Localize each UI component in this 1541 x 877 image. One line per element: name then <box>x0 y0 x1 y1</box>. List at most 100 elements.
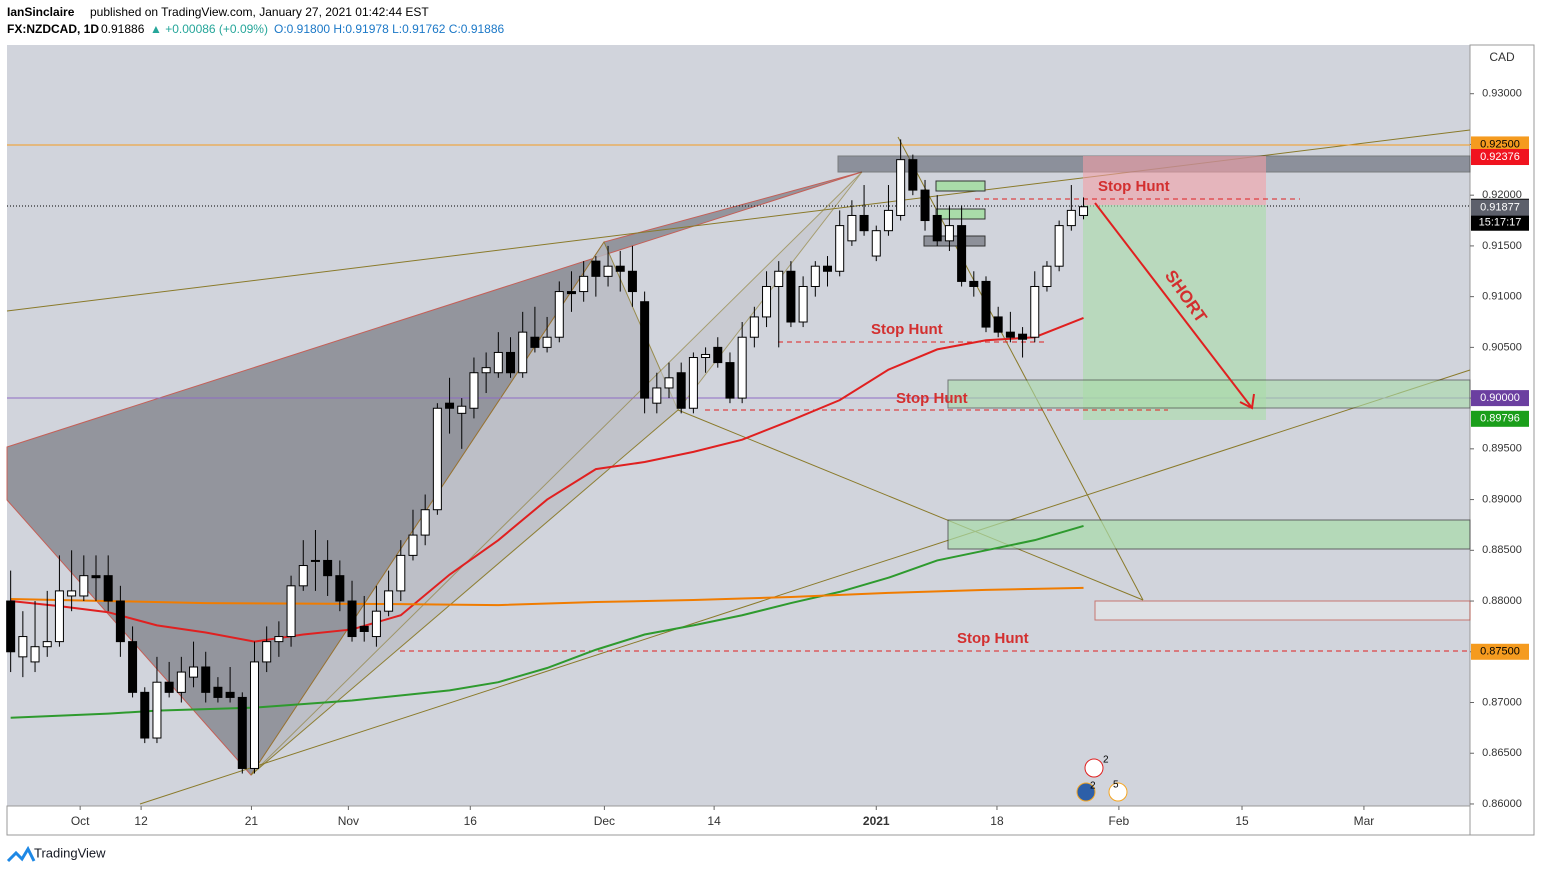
candle-body <box>518 331 528 374</box>
candle-body <box>359 625 369 632</box>
candle-body <box>701 353 711 359</box>
ohlc: O:0.91800 H:0.91978 L:0.91762 C:0.91886 <box>274 22 505 36</box>
trend-line <box>677 409 1144 601</box>
zone <box>923 235 986 247</box>
candle-body <box>1018 333 1028 340</box>
candle-body <box>640 301 650 399</box>
candle-body <box>201 666 211 693</box>
candle-body <box>286 585 296 638</box>
candle-body <box>883 209 893 232</box>
y-tick-label: 0.86500 <box>1482 747 1522 759</box>
candle-body <box>774 270 784 287</box>
event-count: 2 <box>1103 755 1109 766</box>
candle-body <box>713 346 723 364</box>
candle-body <box>920 189 930 222</box>
zone <box>1094 600 1471 621</box>
price-axis <box>1469 44 1535 836</box>
candle-body <box>688 357 698 409</box>
candle-body <box>530 336 540 348</box>
candle-body <box>79 575 89 597</box>
candle-body <box>896 159 906 216</box>
candle-body <box>566 291 576 295</box>
price-label: 0.87500 <box>1480 646 1520 658</box>
event <box>1076 782 1096 802</box>
event <box>1108 782 1128 802</box>
candle-body <box>506 351 516 374</box>
candle-body <box>225 691 235 698</box>
moving-average <box>10 317 1084 643</box>
annotation: Stop Hunt <box>957 630 1029 647</box>
data-layer <box>6 139 1089 774</box>
candle-body <box>786 270 796 323</box>
price-label: 0.91877 <box>1480 202 1520 214</box>
candle-body <box>262 641 272 663</box>
candle-body <box>591 260 601 277</box>
candle-body <box>103 575 113 602</box>
candle-body <box>396 554 406 592</box>
candle-body <box>603 265 613 277</box>
candle-body <box>725 362 735 399</box>
candle-body <box>347 600 357 638</box>
candle-body <box>30 646 40 663</box>
candle-body <box>627 270 637 293</box>
candle-body <box>42 641 52 648</box>
candle-body <box>993 316 1003 333</box>
moving-average <box>10 586 1084 607</box>
candle-body <box>810 265 820 287</box>
candle-body <box>908 159 918 191</box>
candle-body <box>432 407 442 511</box>
candle-body <box>335 575 345 602</box>
zone <box>935 208 986 220</box>
price-label-box <box>1471 136 1529 153</box>
candle-body <box>152 681 162 739</box>
candle-body <box>969 280 979 287</box>
candle-body <box>457 405 467 414</box>
candle-body <box>274 636 284 643</box>
events: 2 2 5 <box>1076 755 1128 802</box>
price-label-box <box>1471 390 1529 407</box>
candle-body <box>408 534 418 556</box>
candle-body <box>798 285 808 323</box>
last: 0.91886 <box>101 22 145 36</box>
drawings <box>6 129 1471 805</box>
x-tick-label: 14 <box>707 814 721 828</box>
y-tick-label: 0.87000 <box>1482 696 1522 708</box>
candle-body <box>762 285 772 318</box>
price-label-box <box>1471 410 1529 427</box>
candle-body <box>469 372 479 409</box>
candle-body <box>957 225 967 282</box>
candle-body <box>249 661 259 769</box>
change: ▲ +0.00086 (+0.09%) <box>150 22 268 36</box>
candle-body <box>115 600 125 643</box>
zone <box>935 180 986 192</box>
y-tick-label: 0.90500 <box>1482 341 1522 353</box>
x-tick-label: Mar <box>1354 814 1375 828</box>
candle-body <box>323 559 333 577</box>
candle-body <box>189 666 199 678</box>
candle-body <box>18 636 28 658</box>
candle-body <box>1042 265 1052 287</box>
price-label-box <box>1471 643 1529 660</box>
y-tick-label: 0.88500 <box>1482 544 1522 556</box>
y-tick-label: 0.91000 <box>1482 291 1522 303</box>
candle-body <box>871 230 881 257</box>
arrow-head <box>1239 393 1255 410</box>
annotation: Stop Hunt <box>871 321 943 338</box>
x-tick-label: 12 <box>134 814 148 828</box>
price-label: 0.92376 <box>1480 151 1520 163</box>
annotation: Stop Hunt <box>896 390 968 407</box>
candle-body <box>932 214 942 242</box>
candle-body <box>140 691 150 739</box>
x-tick-label: Feb <box>1109 814 1130 828</box>
candle-body <box>481 367 491 374</box>
countdown: 15:17:17 <box>1479 217 1522 229</box>
candle-body <box>1054 225 1064 267</box>
zone <box>947 379 1471 409</box>
publisher: IanSinclaire <box>7 5 75 19</box>
candle-body <box>749 316 759 338</box>
candle-body <box>554 291 564 338</box>
candle-body <box>822 265 832 272</box>
candle-body <box>67 590 77 597</box>
